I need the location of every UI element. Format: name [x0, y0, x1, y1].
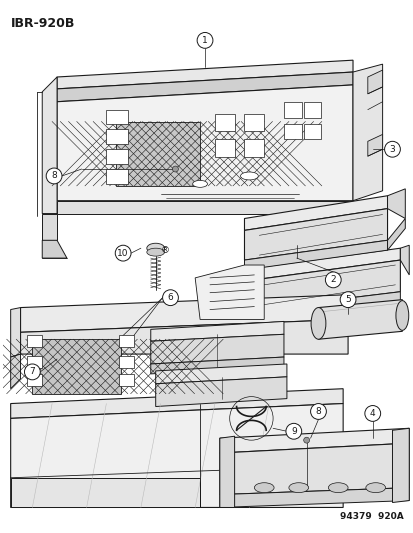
Text: 94379  920A: 94379 920A	[339, 512, 402, 521]
Ellipse shape	[395, 301, 408, 330]
Bar	[32, 339, 121, 394]
Text: 5: 5	[344, 295, 350, 304]
Polygon shape	[11, 354, 21, 389]
Text: 10: 10	[117, 248, 128, 257]
Text: 6: 6	[167, 293, 173, 302]
Polygon shape	[57, 85, 352, 201]
Ellipse shape	[288, 483, 308, 492]
Bar	[214, 114, 234, 132]
Polygon shape	[11, 478, 199, 507]
Bar	[244, 114, 263, 132]
Polygon shape	[244, 208, 387, 260]
Polygon shape	[42, 240, 67, 258]
Polygon shape	[254, 292, 399, 319]
Text: 2: 2	[330, 276, 335, 285]
Text: 9: 9	[290, 427, 296, 436]
Text: IBR-920B: IBR-920B	[11, 17, 75, 30]
Polygon shape	[399, 245, 408, 275]
Ellipse shape	[147, 243, 164, 253]
Polygon shape	[150, 321, 283, 341]
Circle shape	[303, 437, 309, 443]
Polygon shape	[11, 389, 342, 418]
Ellipse shape	[310, 308, 325, 339]
Ellipse shape	[328, 483, 347, 492]
Polygon shape	[318, 300, 401, 339]
Circle shape	[162, 290, 178, 305]
Polygon shape	[219, 429, 408, 453]
Circle shape	[172, 166, 178, 172]
Ellipse shape	[365, 483, 385, 492]
Ellipse shape	[254, 483, 273, 492]
Bar	[116, 122, 199, 186]
Bar	[106, 130, 128, 144]
Bar	[119, 335, 134, 347]
Circle shape	[285, 423, 301, 439]
Polygon shape	[254, 260, 399, 310]
Bar	[27, 335, 42, 347]
Circle shape	[197, 33, 212, 49]
Polygon shape	[392, 429, 408, 503]
Polygon shape	[11, 403, 342, 507]
Text: ®: ®	[161, 246, 170, 255]
Text: 4: 4	[369, 409, 375, 418]
Polygon shape	[352, 64, 382, 201]
Text: 7: 7	[29, 367, 35, 376]
Ellipse shape	[192, 180, 207, 187]
Bar	[214, 139, 234, 157]
Text: 3: 3	[389, 145, 394, 154]
Polygon shape	[219, 436, 234, 507]
Polygon shape	[42, 77, 57, 214]
Circle shape	[310, 403, 325, 419]
Polygon shape	[367, 134, 382, 156]
Polygon shape	[155, 377, 286, 407]
Polygon shape	[155, 364, 286, 384]
Polygon shape	[57, 72, 352, 102]
Polygon shape	[42, 214, 57, 240]
Ellipse shape	[147, 248, 164, 256]
Bar	[119, 356, 134, 368]
Bar	[27, 356, 42, 368]
Text: 1: 1	[202, 36, 207, 45]
Circle shape	[46, 168, 62, 184]
Bar	[27, 374, 42, 386]
Text: 8: 8	[51, 172, 57, 181]
Bar	[106, 149, 128, 164]
Circle shape	[364, 406, 380, 422]
Polygon shape	[219, 443, 408, 495]
Polygon shape	[57, 60, 352, 89]
Circle shape	[325, 272, 340, 288]
Polygon shape	[21, 295, 347, 332]
Bar	[303, 102, 320, 118]
Bar	[244, 139, 263, 157]
Circle shape	[115, 245, 131, 261]
Polygon shape	[21, 319, 347, 354]
Bar	[106, 110, 128, 125]
Polygon shape	[387, 189, 404, 219]
Bar	[283, 124, 301, 139]
Text: 8: 8	[315, 407, 320, 416]
Ellipse shape	[240, 172, 258, 180]
Circle shape	[24, 364, 40, 380]
Polygon shape	[367, 70, 382, 94]
Polygon shape	[219, 488, 408, 507]
Polygon shape	[150, 357, 283, 374]
Polygon shape	[387, 219, 404, 250]
Polygon shape	[11, 308, 21, 357]
Polygon shape	[57, 201, 352, 214]
Circle shape	[339, 292, 355, 308]
Bar	[283, 102, 301, 118]
Polygon shape	[254, 248, 399, 280]
Circle shape	[384, 141, 399, 157]
Bar	[119, 374, 134, 386]
Polygon shape	[244, 240, 387, 270]
Polygon shape	[150, 334, 283, 364]
Bar	[303, 124, 320, 139]
Bar	[106, 169, 128, 184]
Polygon shape	[244, 196, 387, 230]
Polygon shape	[195, 265, 263, 319]
